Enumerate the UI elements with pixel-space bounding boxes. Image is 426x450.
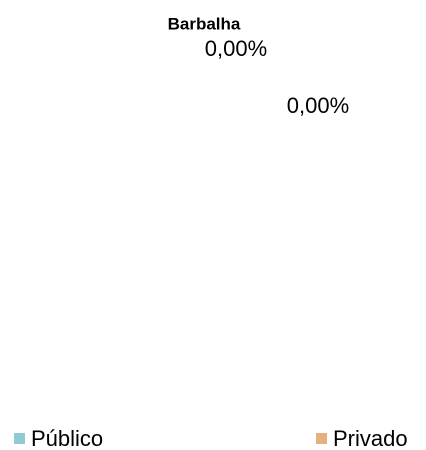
legend-swatch [316,433,327,444]
chart-title: Barbalha [168,14,241,33]
data-label: 0,00% [287,93,349,118]
data-label: 0,00% [205,36,267,61]
legend-label: Público [31,426,103,450]
legend-label: Privado [333,426,408,450]
legend-swatch [14,433,25,444]
